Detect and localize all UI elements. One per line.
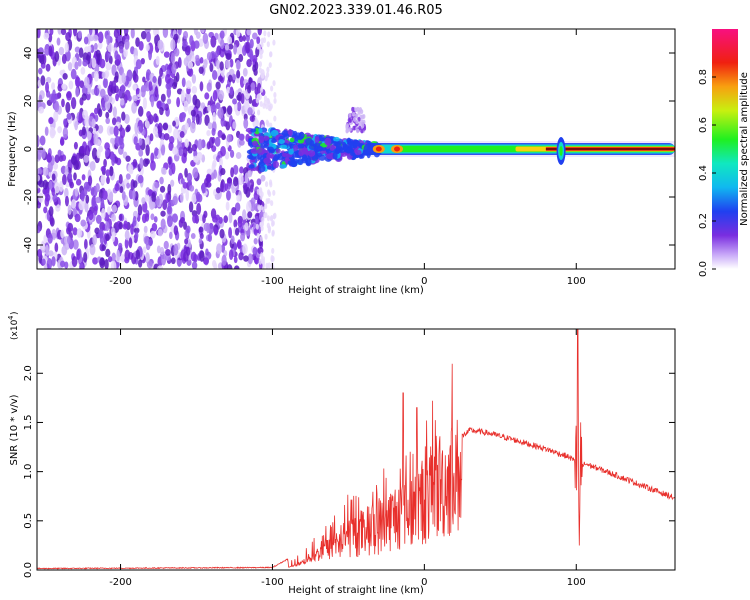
spectrogram-y-tick-label: -20 <box>23 189 34 205</box>
spectrogram-plot <box>37 29 675 269</box>
spectrogram-y-label: Frequency (Hz) <box>7 111 18 187</box>
snr-y-tick-label: 2.0 <box>23 365 34 381</box>
colorbar-tick-label: 0.6 <box>698 117 709 133</box>
snr-y-scale: (x10 4 ) <box>7 311 20 340</box>
snr-panel: -200 -100 0 100 0.0 0.5 1.0 1.5 2.0 Height of s… <box>7 311 676 596</box>
spectrogram-x-tick-label: -200 <box>109 276 132 287</box>
spectrogram-y-tick-label: 0 <box>23 146 34 152</box>
colorbar-tick-label: 0.0 <box>698 261 709 277</box>
colorbar-tick-label: 0.2 <box>698 213 709 229</box>
snr-y-tick-label: 1.0 <box>23 464 34 480</box>
colorbar-gradient <box>712 29 738 269</box>
snr-x-tick-label: 0 <box>421 577 427 588</box>
colorbar-label: Normalized spectral amplitude <box>739 72 750 226</box>
colorbar-tick-label: 0.4 <box>698 165 709 181</box>
snr-series-line <box>37 329 675 570</box>
spectrogram-y-tick-label: 20 <box>23 95 34 108</box>
spectrogram-y-tick-label: 40 <box>23 47 34 60</box>
snr-y-scale-label: (x10 <box>10 319 20 340</box>
snr-frame <box>36 328 676 571</box>
snr-y-tick-label: 0.0 <box>23 562 34 578</box>
snr-y-tick-label: 0.5 <box>23 513 34 529</box>
spectrogram-x-tick-label: 100 <box>567 276 586 287</box>
colorbar: 0.0 0.2 0.4 0.6 0.8 Normalized spectral ampl… <box>698 29 750 277</box>
spectrogram-x-label: Height of straight line (km) <box>288 285 424 296</box>
snr-y-scale-exponent: 4 <box>7 315 15 320</box>
snr-y-tick-label: 1.5 <box>23 414 34 430</box>
spectrogram-x-tick-label: 0 <box>421 276 427 287</box>
snr-x-tick-label: 100 <box>567 577 586 588</box>
spectrogram-y-tick-label: -40 <box>23 237 34 253</box>
snr-y-scale-close: ) <box>10 311 20 315</box>
snr-y-label: SNR (10 * v/v) <box>9 394 20 465</box>
snr-x-tick-label: -200 <box>109 577 132 588</box>
snr-x-label: Height of straight line (km) <box>288 585 424 596</box>
spectrogram-x-tick-label: -100 <box>261 276 284 287</box>
chart-title: GN02.2023.339.01.46.R05 <box>269 3 443 18</box>
colorbar-tick-label: 0.8 <box>698 69 709 85</box>
snr-x-tick-label: -100 <box>261 577 284 588</box>
